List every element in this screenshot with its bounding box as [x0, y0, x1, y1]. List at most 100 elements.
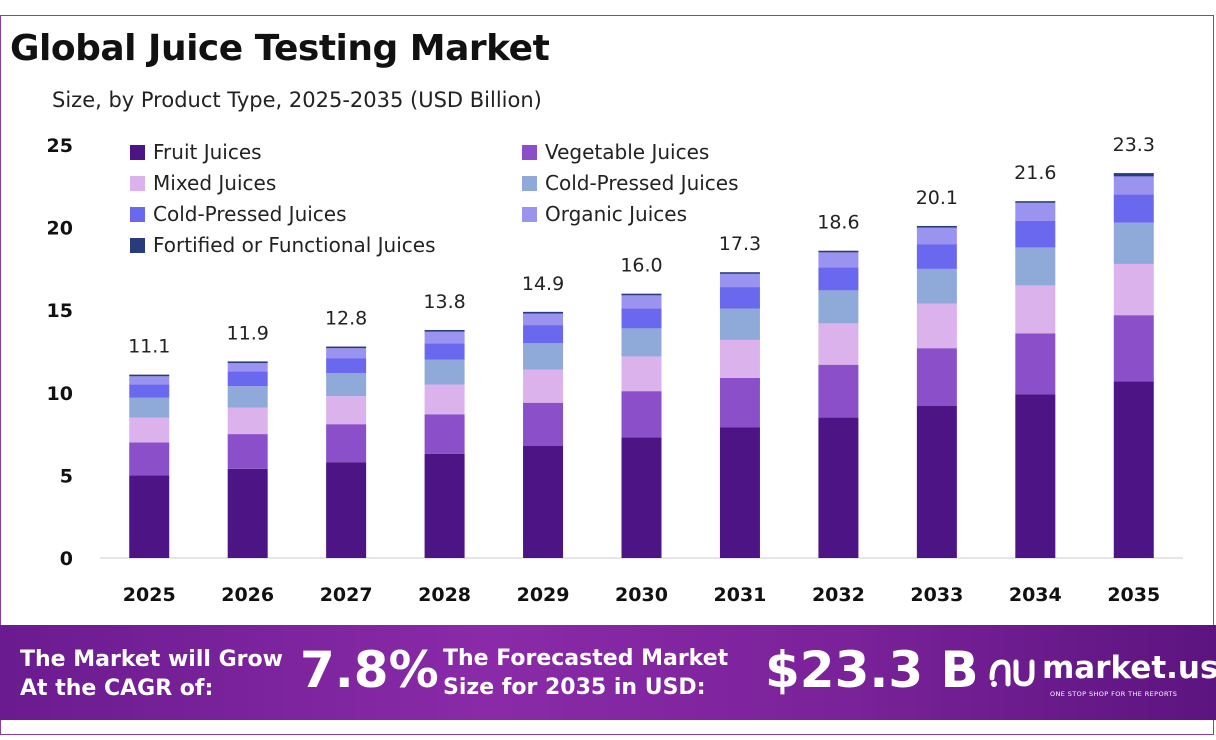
- bar-segment: [818, 364, 859, 418]
- bar-segment: [1113, 176, 1154, 195]
- cagr-label: The Market will Grow At the CAGR of:: [20, 645, 283, 703]
- bar-segment: [1113, 381, 1154, 558]
- bar-segment: [1015, 220, 1056, 248]
- bar-segment: [818, 323, 859, 365]
- bar-total-label: 12.8: [325, 308, 367, 330]
- bar-total-label: 21.6: [1014, 162, 1056, 184]
- bar-segment: [719, 273, 760, 288]
- bar-segment: [424, 343, 465, 360]
- legend-item: Fortified or Functional Juices: [130, 233, 436, 257]
- bar-segment: [523, 369, 564, 403]
- y-tick-label: 0: [60, 548, 73, 570]
- legend-swatch: [522, 206, 537, 222]
- bar-total-label: 13.8: [423, 291, 465, 313]
- brand-name: market.us: [1042, 650, 1216, 686]
- x-tick-label: 2030: [615, 584, 668, 606]
- bar-segment: [916, 303, 957, 349]
- bar-segment: [1113, 194, 1154, 223]
- legend-label: Vegetable Juices: [545, 140, 710, 164]
- bar-segment: [129, 442, 170, 476]
- bar-segment: [916, 225, 957, 228]
- legend-item: Fruit Juices: [130, 140, 262, 164]
- bar-segment: [129, 376, 170, 385]
- bar-segment: [227, 434, 268, 469]
- bar-segment: [424, 359, 465, 385]
- bar-total-label: 23.3: [1113, 134, 1155, 156]
- legend-item: Vegetable Juices: [522, 140, 709, 164]
- bar-segment: [1113, 222, 1154, 264]
- bar-segment: [326, 372, 367, 397]
- bar-segment: [227, 468, 268, 558]
- legend-swatch: [130, 206, 145, 222]
- bar-segment: [523, 343, 564, 370]
- bar-segment: [326, 348, 367, 359]
- forecast-value: $23.3 B: [765, 641, 979, 699]
- x-tick-label: 2031: [714, 584, 767, 606]
- bar-segment: [621, 391, 662, 438]
- bar-segment: [326, 346, 367, 349]
- footer-banner: The Market will Grow At the CAGR of: 7.8…: [0, 625, 1216, 720]
- legend-swatch: [130, 237, 145, 253]
- x-tick-label: 2032: [812, 584, 865, 606]
- bar-segment: [1015, 202, 1056, 221]
- bar-segment: [424, 331, 465, 344]
- x-tick-label: 2026: [221, 584, 274, 606]
- bar-total-label: 14.9: [522, 273, 564, 295]
- bar-segment: [424, 414, 465, 454]
- bar-segment: [1015, 247, 1056, 286]
- bar-segment: [1015, 285, 1056, 334]
- bar-segment: [227, 386, 268, 408]
- bar-segment: [424, 453, 465, 558]
- bar-segment: [719, 287, 760, 309]
- brand-tagline: ONE STOP SHOP FOR THE REPORTS: [1050, 690, 1178, 698]
- bar-segment: [621, 437, 662, 558]
- bar-segment: [916, 227, 957, 245]
- legend-label: Cold-Pressed Juices: [153, 202, 347, 226]
- bar-segment: [424, 330, 465, 332]
- bar-segment: [227, 363, 268, 372]
- bar-segment: [523, 325, 564, 344]
- bar-segment: [523, 402, 564, 446]
- x-tick-label: 2029: [517, 584, 570, 606]
- bar-segment: [719, 339, 760, 378]
- bar-segment: [227, 407, 268, 435]
- chart-frame: [0, 15, 1214, 735]
- forecast-label: The Forecasted Market Size for 2035 in U…: [443, 644, 728, 702]
- legend-item: Organic Juices: [522, 202, 687, 226]
- bar-segment: [1113, 263, 1154, 316]
- bar-segment: [326, 396, 367, 425]
- bar-segment: [916, 244, 957, 269]
- legend-swatch: [130, 175, 145, 191]
- x-tick-label: 2033: [910, 584, 963, 606]
- bar-segment: [818, 252, 859, 268]
- y-tick-label: 15: [47, 300, 73, 322]
- bar-segment: [523, 311, 564, 314]
- bar-segment: [1113, 315, 1154, 382]
- legend-item: Cold-Pressed Juices: [522, 171, 739, 195]
- bar-segment: [326, 462, 367, 558]
- x-tick-label: 2028: [418, 584, 471, 606]
- bar-segment: [719, 427, 760, 558]
- bar-segment: [719, 308, 760, 340]
- legend-label: Fruit Juices: [153, 140, 262, 164]
- y-tick-label: 25: [47, 135, 73, 157]
- market-us-logo-icon: [989, 659, 1035, 687]
- bar-segment: [1113, 173, 1154, 177]
- bar-total-label: 16.0: [620, 255, 662, 277]
- bar-segment: [129, 417, 170, 443]
- bar-segment: [129, 374, 170, 377]
- bar-segment: [424, 384, 465, 415]
- bar-segment: [818, 417, 859, 558]
- bar-segment: [523, 445, 564, 558]
- bar-segment: [621, 293, 662, 296]
- bar-segment: [621, 308, 662, 329]
- cagr-value: 7.8%: [300, 641, 439, 699]
- stacked-bar-chart: 051015202511.1202511.9202612.8202713.820…: [47, 134, 1183, 606]
- x-tick-label: 2035: [1107, 584, 1160, 606]
- legend-label: Fortified or Functional Juices: [153, 233, 436, 257]
- bar-segment: [523, 313, 564, 326]
- bar-total-label: 18.6: [817, 212, 859, 234]
- bar-segment: [1015, 333, 1056, 395]
- bar-segment: [818, 250, 859, 253]
- bar-segment: [326, 358, 367, 373]
